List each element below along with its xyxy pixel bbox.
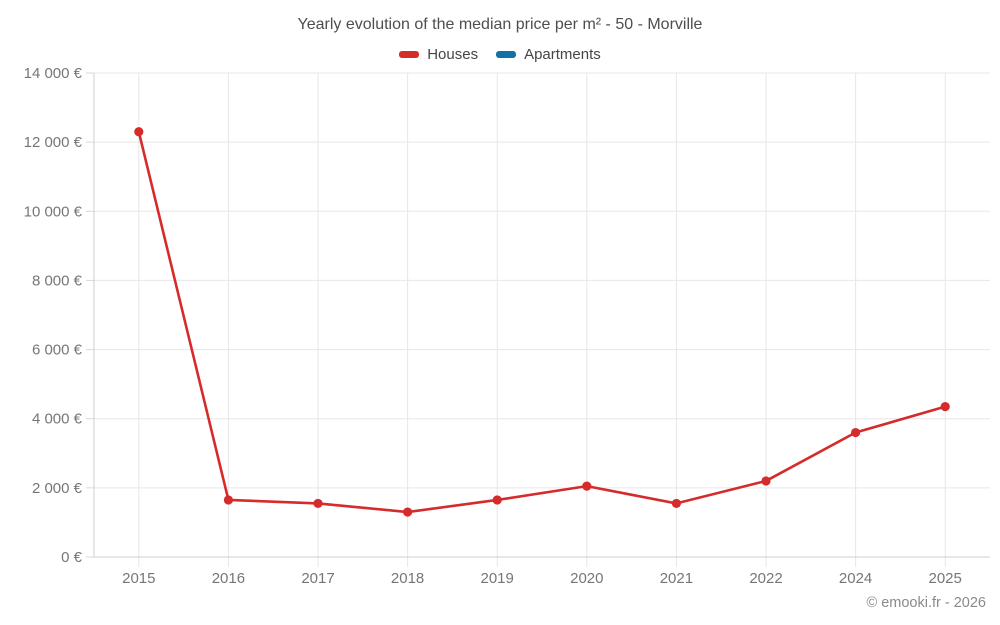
y-tick-label: 6 000 € — [32, 342, 83, 359]
data-point — [671, 498, 682, 509]
legend-label-apartments: Apartments — [524, 46, 601, 63]
y-tick-label: 14 000 € — [24, 65, 83, 82]
data-point — [761, 476, 771, 486]
x-tick-label: 2020 — [570, 570, 603, 587]
data-point — [313, 498, 323, 509]
legend: Houses Apartments — [0, 46, 1000, 63]
data-point — [940, 402, 950, 412]
x-tick-label: 2017 — [301, 570, 334, 587]
y-tick-label: 2 000 € — [32, 480, 83, 497]
y-tick-label: 12 000 € — [24, 134, 83, 151]
x-tick-label: 2022 — [749, 570, 782, 587]
x-tick-label: 2018 — [391, 570, 424, 587]
data-point — [492, 495, 502, 505]
houses-series-swatch-icon — [399, 51, 420, 58]
legend-item-houses[interactable]: Houses — [399, 46, 478, 63]
x-tick-label: 2025 — [929, 570, 962, 587]
series-line-houses — [137, 131, 946, 514]
x-tick-label: 2015 — [122, 570, 155, 587]
apartments-series-swatch-icon — [496, 51, 517, 58]
legend-item-apartments[interactable]: Apartments — [496, 46, 601, 63]
y-tick-label: 8 000 € — [32, 272, 83, 289]
data-point — [134, 127, 144, 137]
x-tick-label: 2016 — [212, 570, 245, 587]
y-tick-label: 0 € — [61, 549, 83, 566]
data-point — [403, 507, 413, 517]
copyright-credit: © emooki.fr - 2026 — [866, 595, 986, 611]
chart-title: Yearly evolution of the median price per… — [297, 16, 703, 33]
legend-label-houses: Houses — [427, 46, 479, 63]
x-tick-label: 2019 — [481, 570, 514, 587]
data-point — [851, 427, 861, 438]
y-tick-label: 10 000 € — [24, 203, 83, 220]
data-point — [223, 495, 233, 505]
y-tick-label: 4 000 € — [32, 411, 83, 428]
x-tick-label: 2024 — [839, 570, 872, 587]
data-point — [582, 481, 592, 491]
x-tick-label: 2021 — [660, 570, 693, 587]
